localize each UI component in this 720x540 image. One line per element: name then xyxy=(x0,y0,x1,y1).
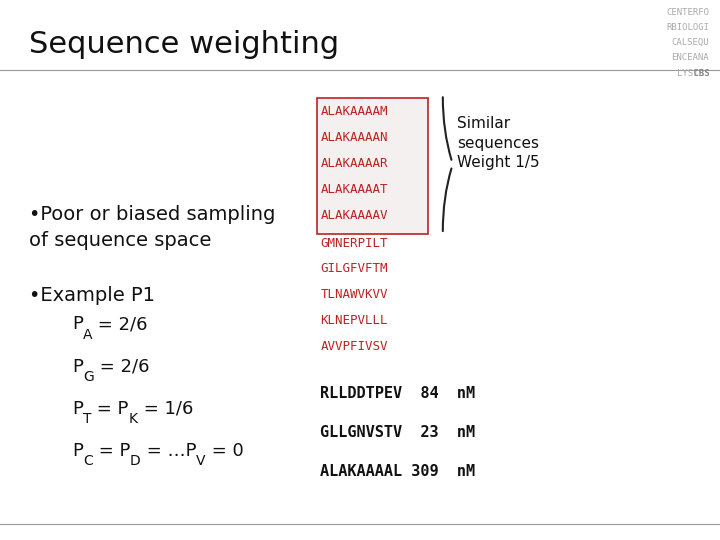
Text: T: T xyxy=(83,413,91,427)
Text: RLLDDTPEV  84  nM: RLLDDTPEV 84 nM xyxy=(320,386,475,401)
Text: = …P: = …P xyxy=(140,442,197,460)
Text: P: P xyxy=(72,315,83,333)
Text: = P: = P xyxy=(91,400,129,417)
Text: KLNEPVLLL: KLNEPVLLL xyxy=(320,314,388,327)
Text: D: D xyxy=(130,455,140,469)
Text: G: G xyxy=(83,370,94,384)
Text: CBS: CBS xyxy=(672,69,709,78)
Text: = 2/6: = 2/6 xyxy=(92,315,148,333)
Text: GLLGNVSTV  23  nM: GLLGNVSTV 23 nM xyxy=(320,425,475,440)
Text: GILGFVFTM: GILGFVFTM xyxy=(320,262,388,275)
Text: = 2/6: = 2/6 xyxy=(94,357,149,375)
Text: P: P xyxy=(72,357,83,375)
Text: CENTERFO: CENTERFO xyxy=(666,8,709,17)
Text: ALAKAAAAT: ALAKAAAAT xyxy=(320,183,388,196)
Text: ALAKAAAAM: ALAKAAAAM xyxy=(320,105,388,118)
Text: A: A xyxy=(83,328,92,342)
Text: TLNAWVKVV: TLNAWVKVV xyxy=(320,288,388,301)
Text: •Poor or biased sampling
of sequence space: •Poor or biased sampling of sequence spa… xyxy=(29,205,275,250)
Text: = P: = P xyxy=(93,442,130,460)
Text: V: V xyxy=(197,455,206,469)
Text: C: C xyxy=(83,455,93,469)
Text: •Example P1: •Example P1 xyxy=(29,286,155,305)
Text: K: K xyxy=(129,413,138,427)
Text: Sequence weighting: Sequence weighting xyxy=(29,30,339,59)
Text: = 1/6: = 1/6 xyxy=(138,400,193,417)
Text: ENCEANA: ENCEANA xyxy=(672,53,709,63)
Text: ALAKAAAAR: ALAKAAAAR xyxy=(320,157,388,170)
Text: ALAKAAAAN: ALAKAAAAN xyxy=(320,131,388,144)
Text: = 0: = 0 xyxy=(206,442,243,460)
Text: Similar
sequences
Weight 1/5: Similar sequences Weight 1/5 xyxy=(457,116,540,171)
Text: P: P xyxy=(72,400,83,417)
Text: ALAKAAAAV: ALAKAAAAV xyxy=(320,209,388,222)
Text: ALAKAAAAL 309  nM: ALAKAAAAL 309 nM xyxy=(320,464,475,479)
Text: AVVPFIVSV: AVVPFIVSV xyxy=(320,340,388,353)
Text: P: P xyxy=(72,442,83,460)
Text: RBIOLOGI: RBIOLOGI xyxy=(666,23,709,32)
Text: LYSIS: LYSIS xyxy=(677,69,709,78)
FancyBboxPatch shape xyxy=(317,98,428,234)
Text: GMNERPILT: GMNERPILT xyxy=(320,237,388,249)
Text: CALSEQU: CALSEQU xyxy=(672,38,709,48)
